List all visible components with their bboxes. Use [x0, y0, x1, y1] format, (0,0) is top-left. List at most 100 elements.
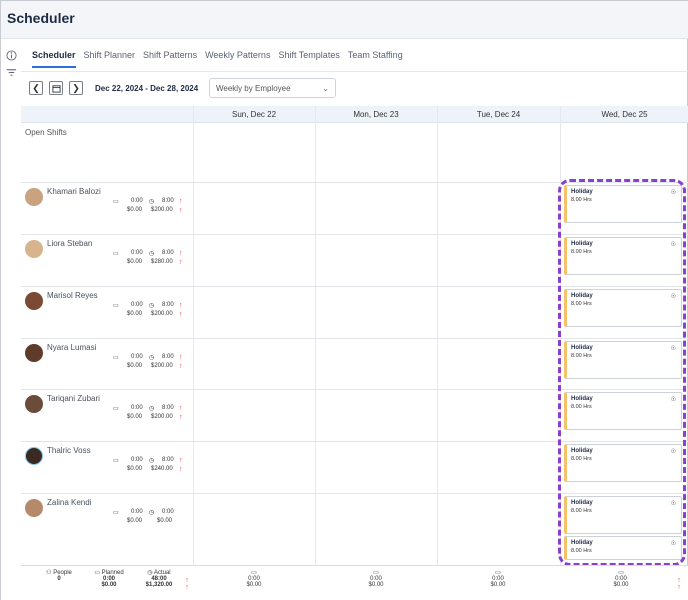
day-header-sun: Sun, Dec 22 — [193, 106, 315, 123]
arrow-up-icon: ↑ — [179, 354, 183, 361]
planned-cost: $0.00 — [127, 518, 143, 524]
arrow-up-icon: ↑ — [179, 302, 183, 309]
planned-cost: $0.00 — [127, 363, 143, 369]
no-notification-icon[interactable]: ☉ — [670, 294, 676, 300]
employee-column-header — [21, 106, 193, 123]
people-icon: ⚇ — [46, 570, 52, 576]
tab-shift-patterns[interactable]: Shift Patterns — [143, 50, 198, 60]
employee-row: Liora Steban ▭ 0:00 ◷ 8:00 ↑ $0.00 $280.00 ↑ — [21, 234, 193, 286]
actual-hours: 8:00 — [162, 302, 174, 308]
arrow-up-icon: ↑ — [677, 577, 681, 584]
calendar-icon: ▭ — [618, 570, 624, 576]
highlight-annotation — [558, 179, 686, 566]
employee-name[interactable]: Tariqani Zubari — [47, 394, 100, 403]
holiday-hours: 8.00 Hrs — [571, 353, 592, 359]
next-week-button[interactable]: ❯ — [69, 81, 83, 95]
no-notification-icon[interactable]: ☉ — [670, 541, 676, 547]
actual-cost: $280.00 — [151, 259, 173, 265]
planned-cost: $0.00 — [127, 259, 143, 265]
row-divider — [21, 234, 688, 235]
filter-icon[interactable] — [6, 67, 17, 78]
actual-hours: 8:00 — [162, 198, 174, 204]
tab-shift-templates[interactable]: Shift Templates — [278, 50, 340, 60]
day-cost: $0.00 — [490, 582, 506, 588]
no-notification-icon[interactable]: ☉ — [670, 190, 676, 196]
employee-name[interactable]: Marisol Reyes — [47, 291, 98, 300]
holiday-title: Holiday — [571, 293, 593, 299]
clock-icon: ◷ — [149, 355, 155, 361]
actual-hours: 8:00 — [162, 405, 174, 411]
planned-cost: $0.00 — [127, 466, 143, 472]
day-hours: 0:00 — [370, 576, 382, 582]
day-hours: 0:00 — [492, 576, 504, 582]
employee-stats: ▭ 0:00 ◷ 8:00 ↑ $0.00 $200.00 ↑ — [113, 405, 193, 423]
row-divider — [21, 338, 688, 339]
employee-stats: ▭ 0:00 ◷ 8:00 ↑ $0.00 $200.00 ↑ — [113, 354, 193, 372]
planned-hours: 0:00 — [131, 354, 143, 360]
holiday-shift-card[interactable]: Holiday 8.00 Hrs ☉ — [564, 341, 682, 379]
info-icon[interactable] — [6, 50, 17, 61]
actual-cost: $200.00 — [151, 414, 173, 420]
no-notification-icon[interactable]: ☉ — [670, 449, 676, 455]
calendar-icon: ▭ — [113, 510, 119, 516]
day-total-wed: ▭ 0:00 $0.00 — [560, 569, 682, 588]
employee-name[interactable]: Thalric Voss — [47, 446, 91, 455]
view-mode-select[interactable]: Weekly by Employee ⌄ — [209, 78, 336, 98]
app-title: Scheduler — [7, 10, 75, 26]
day-hours: 0:00 — [615, 576, 627, 582]
avatar[interactable] — [25, 344, 43, 362]
app-header: Scheduler — [1, 1, 688, 39]
avatar[interactable] — [25, 188, 43, 206]
no-notification-icon[interactable]: ☉ — [670, 501, 676, 507]
holiday-shift-card[interactable]: Holiday 8.00 Hrs ☉ — [564, 392, 682, 430]
row-divider — [21, 389, 688, 390]
holiday-shift-card[interactable]: Holiday 8.00 Hrs ☉ — [564, 536, 682, 560]
column-divider — [437, 106, 438, 600]
schedule-grid: Sun, Dec 22 Mon, Dec 23 Tue, Dec 24 Wed,… — [21, 106, 688, 600]
employee-name[interactable]: Nyara Lumasi — [47, 343, 97, 352]
actual-cost: $200.00 — [151, 311, 173, 317]
totals-footer: ⚇ People 0 ▭ Planned 0:00 $0.00 ◷ Actual… — [21, 565, 688, 600]
employee-stats: ▭ 0:00 ◷ 8:00 ↑ $0.00 $240.00 ↑ — [113, 457, 193, 475]
holiday-hours: 8.00 Hrs — [571, 508, 592, 514]
clock-icon: ◷ — [149, 406, 155, 412]
tab-shift-planner[interactable]: Shift Planner — [83, 50, 136, 60]
employee-row: Zalina Kendi ▭ 0:00 ◷ 0:00 $0.00 $0.00 — [21, 493, 193, 545]
planned-hours: 0:00 — [131, 198, 143, 204]
employee-stats: ▭ 0:00 ◷ 8:00 ↑ $0.00 $200.00 ↑ — [113, 302, 193, 320]
planned-hours: 0:00 — [131, 405, 143, 411]
calendar-icon: ▭ — [113, 199, 119, 205]
avatar[interactable] — [25, 395, 43, 413]
no-notification-icon[interactable]: ☉ — [670, 397, 676, 403]
holiday-title: Holiday — [571, 396, 593, 402]
tab-scheduler[interactable]: Scheduler — [32, 50, 76, 68]
arrow-up-icon: ↑ — [179, 414, 183, 421]
holiday-shift-card[interactable]: Holiday 8.00 Hrs ☉ — [564, 496, 682, 534]
tab-weekly-patterns[interactable]: Weekly Patterns — [205, 50, 271, 60]
arrow-up-icon: ↑ — [179, 363, 183, 370]
no-notification-icon[interactable]: ☉ — [670, 242, 676, 248]
holiday-hours: 8.00 Hrs — [571, 197, 592, 203]
avatar[interactable] — [25, 499, 43, 517]
employee-name[interactable]: Zalina Kendi — [47, 498, 92, 507]
no-notification-icon[interactable]: ☉ — [670, 346, 676, 352]
footer-arrows: ↑ ↑ — [675, 569, 683, 591]
avatar[interactable] — [25, 240, 43, 258]
holiday-shift-card[interactable]: Holiday 8.00 Hrs ☉ — [564, 237, 682, 275]
actual-total: ◷ Actual 48:00 $1,320.00 — [139, 569, 179, 588]
holiday-shift-card[interactable]: Holiday 8.00 Hrs ☉ — [564, 185, 682, 223]
avatar[interactable] — [25, 292, 43, 310]
employee-name[interactable]: Khamari Balozi — [47, 187, 101, 196]
holiday-shift-card[interactable]: Holiday 8.00 Hrs ☉ — [564, 444, 682, 482]
tab-team-staffing[interactable]: Team Staffing — [347, 50, 403, 60]
holiday-hours: 8.00 Hrs — [571, 301, 592, 307]
avatar[interactable] — [25, 447, 43, 465]
arrow-up-icon: ↑ — [179, 311, 183, 318]
calendar-icon: ▭ — [113, 251, 119, 257]
calendar-button[interactable] — [49, 81, 63, 95]
people-label: People — [53, 570, 72, 576]
prev-week-button[interactable]: ❮ — [29, 81, 43, 95]
employee-name[interactable]: Liora Steban — [47, 239, 93, 248]
actual-hours: 0:00 — [162, 509, 174, 515]
holiday-shift-card[interactable]: Holiday 8.00 Hrs ☉ — [564, 289, 682, 327]
